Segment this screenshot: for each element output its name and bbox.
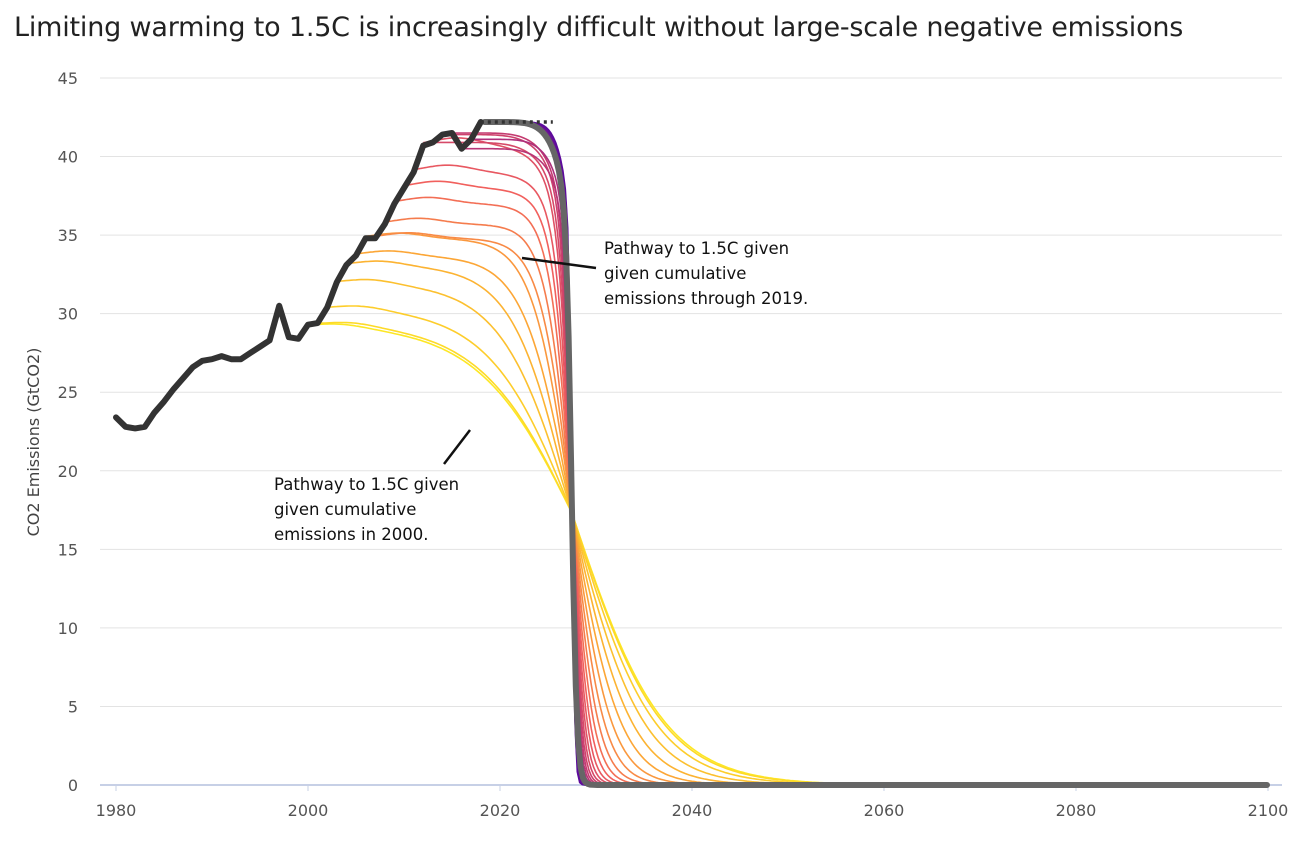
historical-emissions-line <box>113 119 484 432</box>
x-tick-label: 2080 <box>1056 801 1097 820</box>
x-tick-label: 1980 <box>96 801 137 820</box>
pathway-line-2010 <box>403 180 1268 786</box>
pathway-line-2025 <box>507 121 1267 786</box>
pathway-line-2024 <box>503 121 1267 786</box>
pathway-line-2013 <box>432 141 1268 786</box>
y-tick-label: 20 <box>58 462 78 481</box>
y-tick-label: 15 <box>58 540 78 559</box>
pathway-line-2007 <box>375 232 1268 786</box>
pathway-line-2003 <box>336 278 1268 786</box>
y-tick-label: 5 <box>68 697 78 716</box>
annotation-text: Pathway to 1.5C given <box>274 475 459 494</box>
y-tick-label: 0 <box>68 776 78 795</box>
pathway-lines <box>307 119 1270 788</box>
y-tick-label: 45 <box>58 69 78 88</box>
historical-line <box>113 119 484 432</box>
pathway-line-2017 <box>471 138 1268 786</box>
grid-lines <box>100 77 1282 791</box>
y-tick-label: 25 <box>58 383 78 402</box>
x-tick-label: 2040 <box>672 801 713 820</box>
annotation-text: emissions through 2019. <box>604 289 808 308</box>
pathway-line-highlighted <box>481 119 1270 788</box>
x-tick-label: 2060 <box>864 801 905 820</box>
y-tick-label: 30 <box>58 305 78 324</box>
annotation-text: given cumulative <box>604 264 746 283</box>
annotations: Pathway to 1.5C given given cumulative emi… <box>274 239 808 544</box>
pathway-line-2023 <box>500 121 1268 786</box>
y-axis-label: CO2 Emissions (GtCO2) <box>24 348 43 537</box>
pathway-line-2000 <box>307 323 1268 786</box>
annotation-text: emissions in 2000. <box>274 525 429 544</box>
pathway-line-2018 <box>480 121 1268 786</box>
x-tick-label: 2020 <box>480 801 521 820</box>
y-tick-label: 35 <box>58 226 78 245</box>
y-tick-label: 40 <box>58 148 78 167</box>
pathway-line-2020 <box>488 121 1267 786</box>
pathway-line-2006 <box>365 232 1268 786</box>
annotation-leader-line <box>521 256 597 270</box>
x-tick-label: 2100 <box>1248 801 1289 820</box>
annotation-text: Pathway to 1.5C given <box>604 239 789 258</box>
pathway-line-2022 <box>496 121 1267 786</box>
y-tick-labels: 0 5 10 15 20 25 30 35 40 45 <box>58 69 78 795</box>
pathway-line-2011 <box>413 164 1268 786</box>
x-tick-label: 2000 <box>288 801 329 820</box>
annotation-text: given cumulative <box>274 500 416 519</box>
pathway-line-2002 <box>327 305 1268 786</box>
pathway-line-2005 <box>355 250 1268 786</box>
chart-title: Limiting warming to 1.5C is increasingly… <box>14 12 1184 43</box>
annotation-leader-line <box>443 429 471 465</box>
x-tick-labels: 1980 2000 2020 2040 2060 2080 2100 <box>96 801 1289 820</box>
y-tick-label: 10 <box>58 619 78 638</box>
